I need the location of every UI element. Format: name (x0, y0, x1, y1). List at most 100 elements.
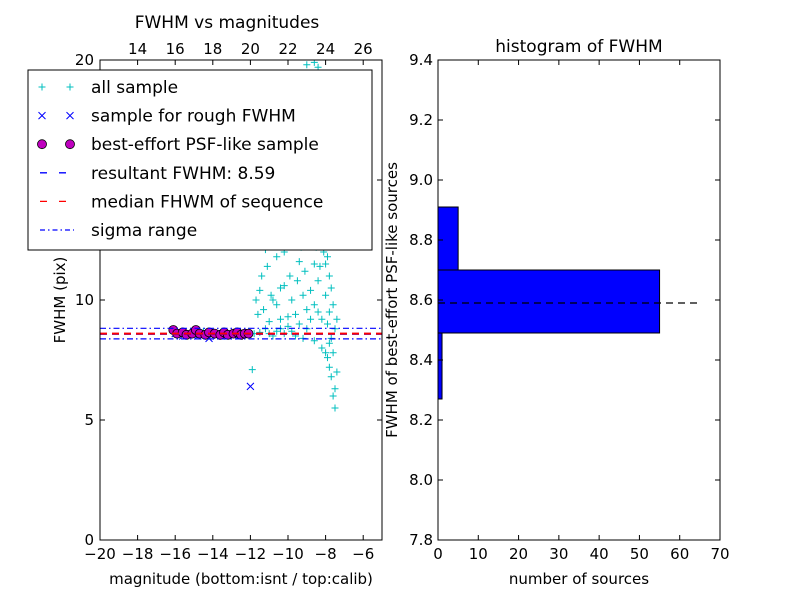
hist-y-tick-label: 9.0 (409, 171, 433, 189)
hist-x-tick-label: 40 (590, 545, 609, 563)
x-tick-label: −18 (122, 545, 154, 563)
all-sample-point (322, 291, 330, 299)
histogram-panel: 0 10 20 30 40 50 60 70 7.8 8.0 8.2 8.4 8.6 8.8 9.0 9.2 9… (383, 37, 730, 588)
legend-label: sample for rough FWHM (91, 107, 296, 127)
all-sample-point (322, 349, 330, 357)
hist-y-tick-label: 8.2 (409, 411, 433, 429)
legend-label: sigma range (91, 221, 197, 241)
all-sample-point (276, 284, 284, 292)
all-sample-point (314, 308, 322, 316)
all-sample-point (329, 392, 337, 400)
hist-x-tick-label: 0 (433, 545, 443, 563)
all-sample-point (295, 258, 303, 266)
all-sample-point (288, 296, 296, 304)
hist-y-tick-label: 9.4 (409, 51, 433, 69)
top-x-tick-label: 14 (128, 40, 147, 58)
x-tick-label: −10 (272, 545, 304, 563)
all-sample-point (252, 296, 260, 304)
y-tick-label: 10 (75, 291, 94, 309)
hist-x-tick-label: 70 (710, 545, 729, 563)
top-x-tick-label: 26 (354, 40, 373, 58)
scatter-legend: all sample sample for rough FWHM best-effo… (27, 69, 373, 251)
hist-x-tick-label: 60 (670, 545, 689, 563)
x-tick-label: −8 (315, 545, 337, 563)
hist-x-tick-label: 10 (469, 545, 488, 563)
hist-y-tick-label: 8.4 (409, 351, 433, 369)
all-sample-point (267, 291, 275, 299)
x-tick-label: −14 (197, 545, 229, 563)
hist-y-tick-label: 8.0 (409, 471, 433, 489)
all-sample-point (273, 301, 281, 309)
all-sample-point (325, 272, 333, 280)
all-sample-point (263, 262, 271, 270)
legend-marker (66, 111, 74, 120)
all-sample-point (333, 315, 341, 323)
hist-x-tick-label: 50 (630, 545, 649, 563)
legend-label: all sample (91, 78, 178, 98)
all-sample-point (303, 306, 311, 314)
rough-fwhm-point (246, 382, 255, 391)
all-sample-point (284, 322, 292, 330)
scatter-x-axis-label: magnitude (bottom:isnt / top:calib) (109, 570, 373, 588)
all-sample-point (323, 253, 331, 261)
all-sample-point (280, 282, 288, 290)
all-sample-point (276, 315, 284, 323)
histogram-content (437, 206, 700, 400)
histogram-y-axis-label: FWHM of best-effort PSF-like sources (383, 162, 401, 438)
all-sample-point (286, 272, 294, 280)
all-sample-point (293, 277, 301, 285)
all-sample-point (303, 61, 311, 69)
all-sample-point (273, 253, 281, 261)
x-tick-label: −20 (84, 545, 116, 563)
histogram-bar (437, 206, 459, 271)
all-sample-point (316, 262, 324, 270)
legend-frame (27, 69, 373, 251)
scatter-y-axis-label: FWHM (pix) (51, 257, 69, 344)
top-x-tick-label: 18 (203, 40, 222, 58)
top-x-tick-label: 16 (166, 40, 185, 58)
hist-y-tick-label: 7.8 (409, 531, 433, 549)
y-tick-label: 5 (84, 411, 94, 429)
legend-label: best-effort PSF-like sample (91, 135, 319, 155)
all-sample-point (248, 366, 256, 374)
all-sample-point (265, 318, 273, 326)
all-sample-point (284, 313, 292, 321)
all-sample-point (327, 284, 335, 292)
all-sample-point (269, 296, 277, 304)
histogram-title: histogram of FWHM (495, 37, 662, 57)
all-sample-point (331, 385, 339, 393)
legend-marker (66, 83, 74, 91)
scatter-title: FWHM vs magnitudes (135, 13, 320, 33)
all-sample-point (310, 337, 318, 345)
all-sample-point (329, 301, 337, 309)
legend-label: resultant FWHM: 8.59 (91, 164, 275, 184)
x-tick-label: −6 (352, 545, 374, 563)
histogram-bar (437, 332, 443, 400)
hist-x-tick-label: 20 (509, 545, 528, 563)
all-sample-point (292, 310, 300, 318)
all-sample-point (254, 310, 262, 318)
all-sample-point (314, 277, 322, 285)
legend-marker (65, 139, 75, 150)
all-sample-point (323, 320, 331, 328)
all-sample-point (307, 286, 315, 294)
all-sample-point (310, 301, 318, 309)
top-x-tick-label: 20 (241, 40, 260, 58)
all-sample-point (260, 306, 268, 314)
all-sample-point (318, 344, 326, 352)
y-tick-label: 20 (75, 51, 94, 69)
legend-marker (38, 83, 46, 91)
top-x-tick-label: 22 (278, 40, 297, 58)
all-sample-point (325, 308, 333, 316)
x-tick-label: −12 (235, 545, 267, 563)
all-sample-point (295, 320, 303, 328)
all-sample-point (310, 260, 318, 268)
all-sample-point (323, 354, 331, 362)
scatter-panel: −20−18−16−14−12−10−8−6051015201416182022… (27, 13, 383, 588)
all-sample-point (258, 272, 266, 280)
histogram-bar (437, 269, 661, 334)
histogram-axes: 0 10 20 30 40 50 60 70 7.8 8.0 8.2 8.4 8.6 8.8 9.0 9.2 9… (409, 51, 729, 563)
hist-y-tick-label: 8.8 (409, 231, 433, 249)
legend-label: median FHWM of sequence (91, 192, 323, 212)
